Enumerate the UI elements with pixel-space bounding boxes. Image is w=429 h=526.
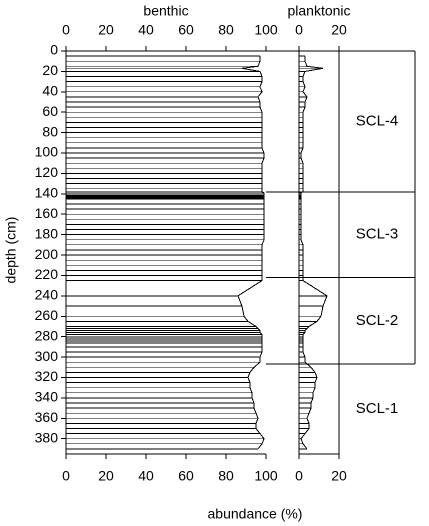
x-tick-label: 20 bbox=[331, 22, 347, 38]
x-tick-label: 60 bbox=[178, 468, 194, 484]
x-tick-label: 40 bbox=[138, 468, 154, 484]
zone-label: SCL-4 bbox=[356, 112, 399, 129]
y-tick-label: 80 bbox=[42, 123, 58, 139]
y-tick-label: 160 bbox=[35, 205, 59, 221]
y-tick-label: 100 bbox=[35, 144, 59, 160]
x-tick-label: 40 bbox=[138, 22, 154, 38]
x-tick-label: 20 bbox=[331, 468, 347, 484]
y-tick-label: 340 bbox=[35, 389, 59, 405]
x-tick-label: 80 bbox=[218, 468, 234, 484]
panel-title: benthic bbox=[143, 3, 188, 19]
x-tick-label: 100 bbox=[254, 468, 278, 484]
y-tick-label: 360 bbox=[35, 409, 59, 425]
x-tick-label: 0 bbox=[62, 22, 70, 38]
x-tick-label: 20 bbox=[98, 468, 114, 484]
y-tick-label: 180 bbox=[35, 225, 59, 241]
zone-label: SCL-2 bbox=[356, 312, 399, 329]
y-tick-label: 20 bbox=[42, 62, 58, 78]
y-tick-label: 280 bbox=[35, 327, 59, 343]
x-tick-label: 100 bbox=[254, 22, 278, 38]
y-tick-label: 380 bbox=[35, 429, 59, 445]
x-tick-label: 20 bbox=[98, 22, 114, 38]
y-tick-label: 320 bbox=[35, 368, 59, 384]
zone-label: SCL-3 bbox=[356, 226, 399, 243]
x-tick-label: 0 bbox=[295, 22, 303, 38]
x-axis-label: abundance (%) bbox=[208, 506, 303, 522]
abundance-curve bbox=[237, 56, 265, 450]
y-tick-label: 220 bbox=[35, 266, 59, 282]
y-tick-label: 260 bbox=[35, 307, 59, 323]
panel-title: planktonic bbox=[287, 3, 350, 19]
y-tick-label: 40 bbox=[42, 83, 58, 99]
y-tick-label: 200 bbox=[35, 246, 59, 262]
x-tick-label: 60 bbox=[178, 22, 194, 38]
y-axis-label: depth (cm) bbox=[3, 217, 19, 284]
abundance-curve bbox=[300, 56, 328, 450]
zone-label: SCL-1 bbox=[356, 400, 399, 417]
y-tick-label: 240 bbox=[35, 287, 59, 303]
x-tick-label: 0 bbox=[62, 468, 70, 484]
x-tick-label: 0 bbox=[295, 468, 303, 484]
y-tick-label: 60 bbox=[42, 103, 58, 119]
x-tick-label: 80 bbox=[218, 22, 234, 38]
y-tick-label: 300 bbox=[35, 348, 59, 364]
y-tick-label: 0 bbox=[50, 42, 58, 58]
y-tick-label: 120 bbox=[35, 164, 59, 180]
y-tick-label: 140 bbox=[35, 185, 59, 201]
